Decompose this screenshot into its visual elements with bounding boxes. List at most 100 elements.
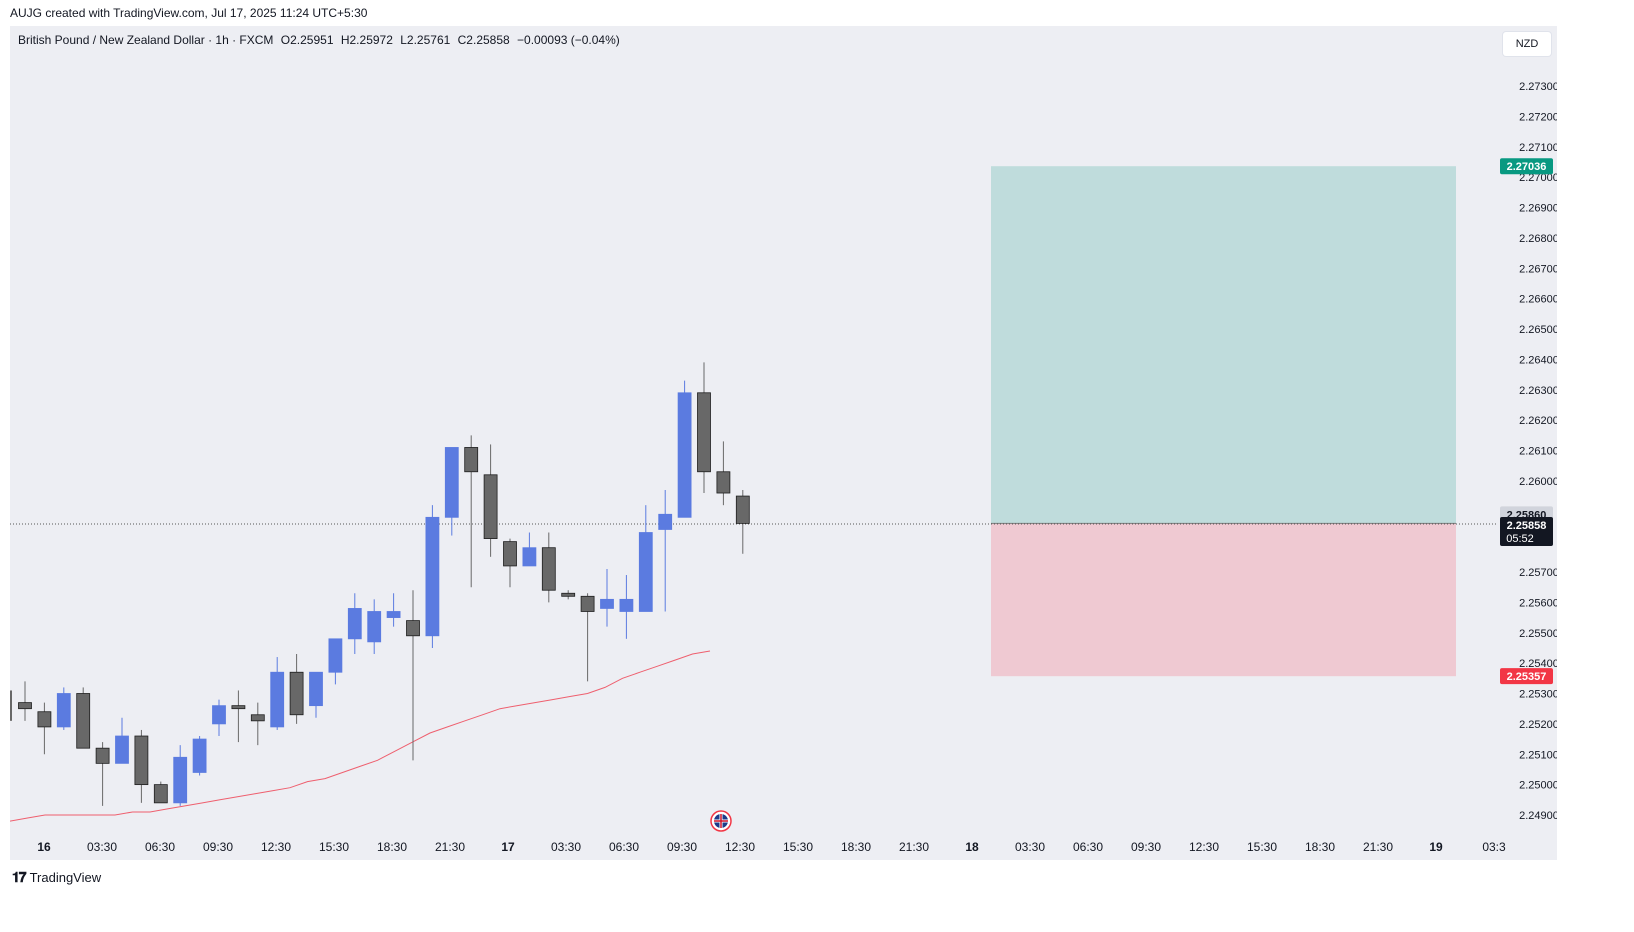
ohlc-low: L2.25761 — [400, 33, 451, 47]
candle[interactable] — [735, 489, 750, 554]
time-tick-label: 17 — [501, 840, 515, 854]
ohlc-high: H2.25972 — [340, 33, 393, 47]
candle[interactable] — [580, 593, 595, 682]
time-tick-label: 03:3 — [1482, 840, 1506, 854]
price-chart[interactable]: 2.24900 2.25000 2.25100 2.25200 2.25300 2.254… — [10, 26, 1557, 860]
candle-body — [289, 671, 304, 716]
candle-body — [716, 471, 731, 494]
candle[interactable] — [250, 702, 265, 746]
candle-body — [658, 513, 673, 530]
candle[interactable] — [522, 532, 537, 567]
time-tick-label: 15:30 — [319, 840, 349, 854]
price-tick-label: 2.25300 — [1519, 689, 1557, 701]
chart-caption: AUJG created with TradingView.com, Jul 1… — [10, 6, 368, 20]
stop-loss-price-tag[interactable]: 2.25357 — [1500, 668, 1553, 685]
candle[interactable] — [231, 690, 246, 743]
price-tick-label: 2.25500 — [1519, 628, 1557, 640]
price-tick-label: 2.25400 — [1519, 658, 1557, 670]
time-tick-label: 21:30 — [899, 840, 929, 854]
candle[interactable] — [541, 532, 556, 603]
candle[interactable] — [153, 781, 168, 804]
footer-branding[interactable]: 𝟏𝟕 TradingView — [12, 869, 101, 886]
time-axis[interactable]: 16 03:30 06:30 09:30 12:30 15:30 18:30 21:30 17 0… — [37, 840, 1506, 854]
candle-body — [192, 738, 207, 773]
candle[interactable] — [386, 593, 401, 627]
gb-flag-icon[interactable] — [710, 810, 732, 832]
time-tick-label: 21:30 — [435, 840, 465, 854]
candle-body — [697, 392, 711, 473]
time-tick-label: 21:30 — [1363, 840, 1393, 854]
price-tick-label: 2.27000 — [1519, 172, 1557, 184]
candle[interactable] — [56, 687, 71, 730]
candle-body — [153, 784, 168, 804]
candle[interactable] — [658, 489, 673, 612]
time-tick-label: 18:30 — [1305, 840, 1335, 854]
stop-loss-zone[interactable] — [991, 523, 1456, 677]
candle-body — [37, 711, 52, 728]
candle[interactable] — [638, 505, 653, 612]
candle-body — [270, 671, 285, 728]
candle[interactable] — [173, 745, 188, 806]
take-profit-zone[interactable] — [991, 166, 1456, 524]
time-tick-label: 18 — [965, 840, 979, 854]
candle-body — [425, 516, 440, 637]
candle[interactable] — [503, 538, 517, 588]
candle[interactable] — [464, 435, 479, 588]
time-tick-label: 18:30 — [377, 840, 407, 854]
candle-body — [173, 756, 188, 804]
candle-body — [18, 702, 32, 710]
price-tick-label: 2.26000 — [1519, 476, 1557, 488]
candle[interactable] — [289, 654, 304, 724]
candle-body — [367, 611, 382, 643]
candle[interactable] — [95, 742, 110, 806]
candle[interactable] — [18, 681, 32, 721]
ohlc-open: O2.25951 — [280, 33, 334, 47]
candle-body — [347, 608, 362, 640]
candle-body — [677, 392, 692, 518]
candle[interactable] — [367, 599, 382, 655]
time-tick-label: 09:30 — [667, 840, 697, 854]
candle[interactable] — [483, 444, 498, 557]
price-tick-label: 2.27200 — [1519, 111, 1557, 123]
candle[interactable] — [309, 671, 323, 718]
time-tick-label: 06:30 — [145, 840, 175, 854]
chart-panel[interactable]: 2.24900 2.25000 2.25100 2.25200 2.25300 2.254… — [10, 26, 1557, 860]
price-tick-label: 2.25000 — [1519, 780, 1557, 792]
candle[interactable] — [212, 699, 226, 737]
candle[interactable] — [600, 568, 614, 627]
close-tag-bg — [1500, 517, 1553, 547]
symbol-title[interactable]: British Pound / New Zealand Dollar · 1h … — [18, 33, 274, 47]
candle-body — [56, 693, 71, 728]
moving-average-line — [10, 650, 711, 822]
candle[interactable] — [134, 729, 149, 803]
time-tick-label: 19 — [1429, 840, 1443, 854]
currency-button[interactable]: NZD — [1503, 32, 1551, 56]
candle[interactable] — [561, 590, 576, 600]
candle[interactable] — [619, 575, 634, 639]
candle[interactable] — [115, 717, 129, 764]
take-profit-price-tag[interactable]: 2.27036 — [1500, 158, 1553, 175]
candle[interactable] — [716, 441, 731, 506]
candle-body — [735, 495, 750, 524]
time-tick-label: 06:30 — [1073, 840, 1103, 854]
candle[interactable] — [270, 657, 285, 730]
candle[interactable] — [425, 505, 440, 648]
candle-body — [406, 620, 420, 637]
candle[interactable] — [697, 362, 711, 494]
time-tick-label: 06:30 — [609, 840, 639, 854]
time-tick-label: 03:30 — [1015, 840, 1045, 854]
candle[interactable] — [347, 593, 362, 655]
candle[interactable] — [406, 590, 420, 761]
candle[interactable] — [37, 702, 52, 755]
candle[interactable] — [328, 638, 343, 685]
candle[interactable] — [192, 736, 207, 776]
candle[interactable] — [677, 380, 692, 518]
candle[interactable] — [76, 687, 91, 749]
price-tick-label: 2.26800 — [1519, 233, 1557, 245]
time-tick-label: 03:30 — [551, 840, 581, 854]
candle[interactable] — [444, 447, 459, 536]
candle-body — [483, 474, 498, 539]
price-change: −0.00093 (−0.04%) — [517, 33, 620, 47]
price-axis[interactable]: 2.24900 2.25000 2.25100 2.25200 2.25300 2.254… — [1500, 81, 1557, 822]
